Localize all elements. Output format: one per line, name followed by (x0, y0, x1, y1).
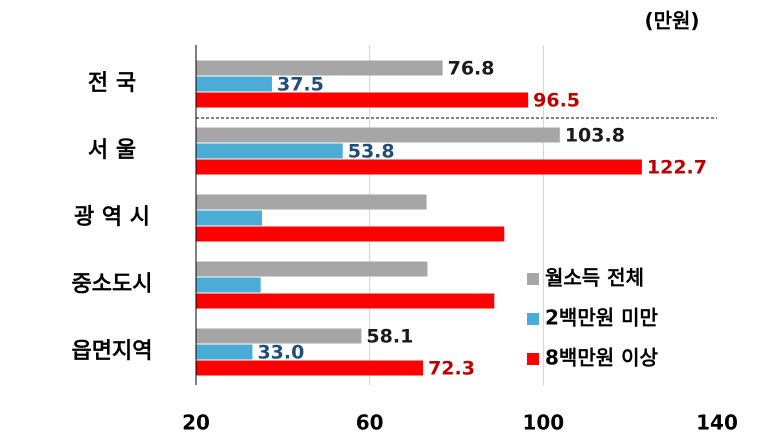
bar (196, 293, 495, 309)
data-label: 76.8 (448, 58, 495, 80)
bar (196, 261, 428, 277)
legend-label: 월소득 전체 (545, 266, 644, 290)
x-tick-label: 60 (356, 411, 384, 435)
bar (196, 143, 343, 159)
x-tick-label: 100 (522, 411, 564, 435)
bar (196, 159, 642, 175)
category-label: 읍면지역 (72, 339, 153, 364)
data-label: 96.5 (533, 90, 580, 112)
category-label: 광 역 시 (74, 205, 150, 230)
bar (196, 127, 560, 143)
legend-swatch (527, 273, 539, 285)
data-label: 53.8 (348, 141, 395, 163)
unit-label: (만원) (644, 9, 699, 33)
data-label: 72.3 (428, 358, 475, 380)
bar (196, 277, 261, 293)
legend-swatch (527, 353, 539, 365)
legend-label: 8백만원 이상 (545, 346, 658, 370)
category-label: 서 울 (88, 138, 136, 163)
bar (196, 92, 529, 108)
legend-label: 2백만원 미만 (545, 306, 658, 330)
bar (196, 210, 262, 226)
data-label: 33.0 (257, 342, 304, 364)
data-label: 37.5 (277, 74, 324, 96)
data-label: 122.7 (647, 157, 707, 179)
bar (196, 194, 427, 210)
bar (196, 76, 272, 92)
category-label: 전 국 (88, 71, 136, 96)
x-tick-label: 20 (182, 411, 210, 435)
data-label: 58.1 (366, 326, 413, 348)
bar (196, 360, 424, 376)
category-label: 중소도시 (72, 272, 153, 297)
legend-swatch (527, 313, 539, 325)
bar (196, 226, 505, 242)
bar (196, 344, 253, 360)
data-label: 103.8 (565, 125, 625, 147)
bar (196, 328, 362, 344)
bar (196, 60, 443, 76)
x-tick-label: 140 (696, 411, 738, 435)
